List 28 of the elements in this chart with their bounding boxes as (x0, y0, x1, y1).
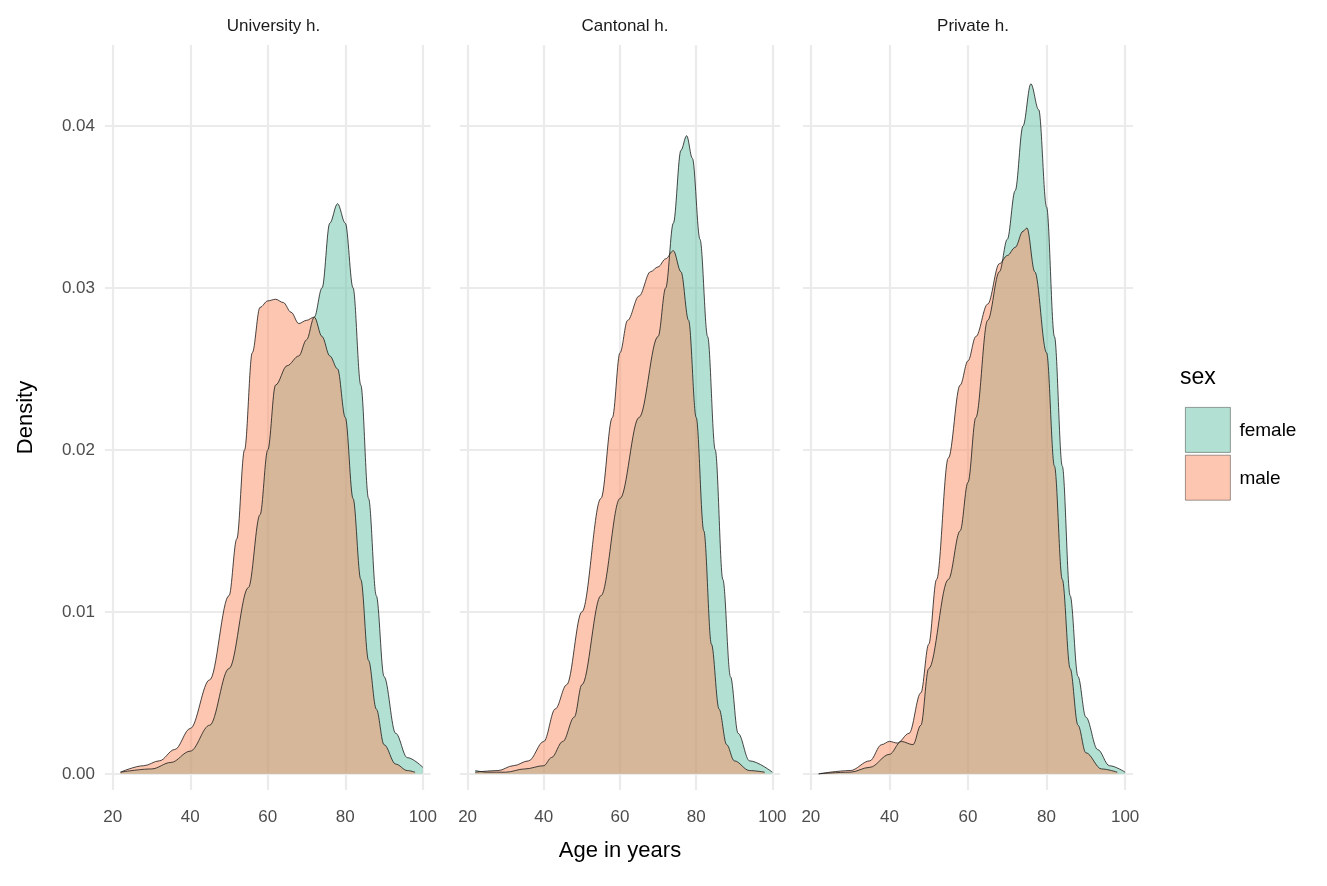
x-tick-label: 60 (610, 807, 630, 826)
chart-title: University h. (226, 16, 321, 35)
legend-label: male (1239, 467, 1281, 489)
x-tick-label: 20 (458, 807, 478, 826)
x-tick-label: 100 (408, 807, 438, 826)
chart-title: Private h. (937, 16, 1009, 35)
chart-title: Cantonal h. (581, 16, 669, 35)
x-tick-label: 40 (180, 807, 200, 826)
y-tick-label: 0.00 (61, 764, 95, 784)
x-tick-label: 100 (1110, 807, 1140, 826)
x-tick-label: 20 (103, 807, 123, 826)
x-tick-label: 80 (686, 807, 706, 826)
x-tick-label: 40 (534, 807, 554, 826)
x-tick-label: 100 (758, 807, 787, 826)
x-tick-label: 20 (801, 807, 821, 826)
legend-label: female (1239, 419, 1297, 441)
x-tick-label: 80 (335, 807, 355, 826)
legend-title: sex (1180, 362, 1217, 389)
x-tick-label: 80 (1037, 807, 1057, 826)
x-axis-title: Age in years (558, 836, 682, 862)
x-tick-label: 60 (958, 807, 978, 826)
x-tick-label: 40 (879, 807, 899, 826)
y-tick-label: 0.03 (61, 278, 95, 298)
y-axis-title: Density (11, 380, 37, 455)
y-tick-label: 0.01 (61, 602, 95, 622)
y-tick-label: 0.04 (61, 116, 95, 136)
y-tick-label: 0.02 (61, 440, 95, 460)
x-tick-label: 60 (258, 807, 278, 826)
